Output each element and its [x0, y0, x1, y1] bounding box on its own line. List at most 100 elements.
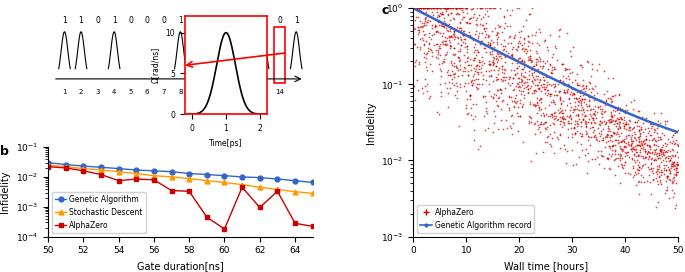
Point — [613, 106, 624, 110]
Point — [451, 35, 462, 40]
Point — [517, 67, 528, 72]
Point — [456, 38, 466, 42]
Point — [465, 16, 476, 20]
Point — [667, 153, 677, 157]
Text: 1: 1 — [112, 16, 116, 25]
Point — [640, 146, 651, 151]
Point — [670, 131, 681, 135]
Point — [672, 143, 683, 148]
Point — [533, 86, 544, 90]
Point — [603, 144, 614, 149]
Point — [635, 154, 646, 158]
Point — [449, 64, 460, 68]
Point — [635, 143, 646, 147]
Point — [466, 80, 477, 85]
Point — [546, 112, 557, 116]
Point — [465, 33, 476, 37]
Point — [543, 67, 553, 71]
Point — [503, 106, 514, 110]
Point — [490, 33, 501, 37]
Point — [521, 80, 532, 84]
Point — [608, 113, 619, 117]
Point — [436, 12, 447, 16]
Point — [513, 6, 524, 11]
Point — [425, 48, 436, 53]
Point — [421, 55, 432, 60]
Point — [616, 107, 627, 111]
Point — [653, 153, 664, 157]
Point — [428, 6, 439, 11]
Point — [560, 82, 571, 86]
Point — [427, 50, 438, 54]
Point — [453, 12, 464, 16]
Point — [490, 78, 501, 82]
Point — [629, 124, 640, 129]
Point — [549, 129, 560, 134]
Point — [543, 48, 553, 52]
Point — [587, 107, 598, 112]
Point — [414, 9, 425, 14]
Point — [549, 109, 560, 114]
Point — [562, 87, 573, 91]
Point — [562, 149, 573, 154]
Point — [486, 52, 497, 56]
Point — [540, 38, 551, 42]
Point — [532, 83, 543, 87]
Point — [632, 150, 643, 154]
Point — [421, 20, 432, 24]
Point — [659, 141, 670, 145]
Point — [558, 99, 569, 103]
Point — [550, 44, 561, 48]
Point — [420, 39, 431, 44]
Point — [445, 35, 456, 39]
Point — [485, 6, 496, 11]
Point — [558, 123, 569, 128]
Point — [524, 56, 535, 60]
Point — [490, 64, 501, 68]
Point — [612, 105, 623, 109]
Point — [542, 93, 553, 97]
Point — [648, 171, 659, 175]
Point — [673, 143, 684, 147]
Point — [656, 147, 667, 151]
Point — [534, 85, 545, 90]
Point — [548, 85, 559, 89]
Point — [610, 132, 621, 137]
Point — [532, 41, 543, 45]
Point — [619, 137, 630, 141]
Point — [623, 122, 634, 126]
Point — [603, 127, 614, 131]
Point — [488, 109, 499, 113]
Point — [577, 97, 588, 101]
Point — [516, 58, 527, 63]
Point — [610, 118, 621, 122]
Point — [423, 48, 434, 53]
Point — [519, 96, 530, 100]
Point — [633, 135, 644, 140]
Point — [455, 82, 466, 86]
Point — [614, 119, 625, 124]
Point — [488, 39, 499, 44]
Point — [577, 134, 588, 138]
Point — [614, 122, 625, 126]
Point — [417, 91, 428, 95]
Point — [462, 55, 473, 60]
Point — [581, 84, 592, 88]
Point — [595, 107, 606, 111]
Point — [432, 6, 443, 11]
Point — [564, 77, 575, 82]
Point — [636, 115, 647, 119]
Point — [540, 112, 551, 116]
Point — [495, 87, 506, 91]
Point — [532, 127, 543, 131]
Point — [550, 114, 561, 118]
Point — [560, 67, 571, 71]
Point — [612, 129, 623, 134]
Point — [507, 88, 518, 92]
Point — [628, 153, 639, 157]
Point — [586, 120, 597, 125]
Genetic Algorithm — [44, 161, 52, 164]
Point — [478, 95, 489, 100]
Text: 0: 0 — [195, 16, 199, 25]
Point — [438, 31, 449, 35]
